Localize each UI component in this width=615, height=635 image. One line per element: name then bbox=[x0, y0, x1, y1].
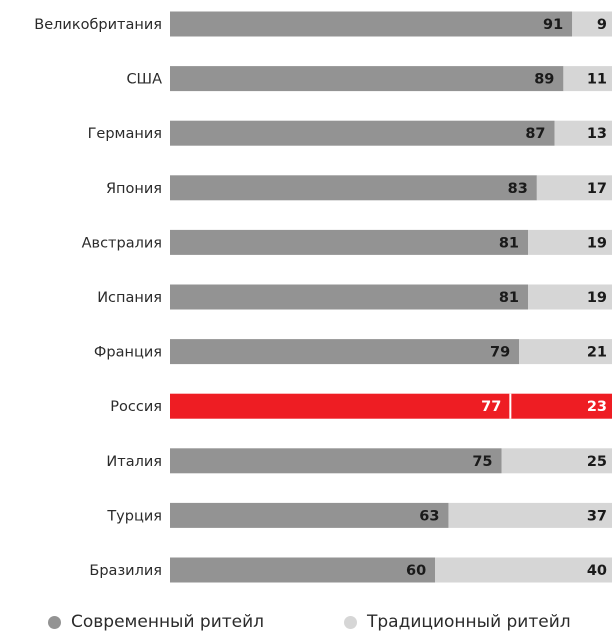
bar-modern bbox=[170, 393, 511, 419]
bar-row-10: Бразилия 60 40 bbox=[89, 557, 612, 583]
bar-modern bbox=[170, 11, 573, 37]
bar-modern bbox=[170, 284, 529, 310]
category-label: Турция bbox=[106, 508, 162, 524]
bar-traditional bbox=[554, 120, 612, 146]
category-label: Бразилия bbox=[89, 563, 162, 579]
legend-label-modern: Современный ритейл bbox=[71, 612, 265, 632]
value-label-modern: 81 bbox=[499, 290, 519, 306]
bar-modern bbox=[170, 175, 537, 201]
bar-row-4: Австралия 81 19 bbox=[82, 229, 612, 255]
bar-row-3: Япония 83 17 bbox=[106, 175, 612, 201]
category-label: Россия bbox=[110, 399, 162, 415]
value-label-modern: 91 bbox=[543, 17, 563, 33]
value-label-traditional: 40 bbox=[587, 563, 607, 579]
category-label: Германия bbox=[88, 126, 162, 142]
bar-row-0: Великобритания 91 9 bbox=[34, 11, 612, 37]
category-label: Великобритания bbox=[34, 17, 162, 33]
bar-modern bbox=[170, 557, 436, 583]
bar-traditional bbox=[572, 11, 612, 37]
bar-traditional bbox=[510, 393, 612, 419]
bar-row-2: Германия 87 13 bbox=[88, 120, 612, 146]
value-label-modern: 89 bbox=[534, 72, 554, 88]
value-label-modern: 79 bbox=[490, 345, 510, 361]
value-label-traditional: 19 bbox=[587, 235, 607, 251]
category-label: Италия bbox=[106, 454, 162, 470]
bar-separator bbox=[509, 393, 512, 419]
bar-row-5: Испания 81 19 bbox=[97, 284, 612, 310]
category-label: Испания bbox=[97, 290, 162, 306]
bar-traditional bbox=[563, 66, 612, 92]
legend-dot-modern-icon bbox=[48, 615, 61, 629]
bar-row-8: Италия 75 25 bbox=[106, 448, 612, 474]
bar-modern bbox=[170, 66, 564, 92]
value-label-traditional: 25 bbox=[587, 454, 607, 470]
legend-label-traditional: Традиционный ритейл bbox=[367, 612, 571, 632]
bar-modern bbox=[170, 229, 529, 255]
value-label-traditional: 9 bbox=[597, 17, 607, 33]
bar-modern bbox=[170, 120, 555, 146]
bar-traditional bbox=[536, 175, 612, 201]
legend-item-modern: Современный ритейл bbox=[48, 612, 264, 632]
category-label: Япония bbox=[106, 181, 162, 197]
value-label-modern: 81 bbox=[499, 235, 519, 251]
category-label: США bbox=[126, 72, 162, 88]
bar-modern bbox=[170, 339, 520, 365]
bar-row-9: Турция 63 37 bbox=[106, 502, 612, 528]
bar-modern bbox=[170, 502, 449, 528]
value-label-traditional: 21 bbox=[587, 345, 607, 361]
value-label-modern: 75 bbox=[472, 454, 492, 470]
category-label: Австралия bbox=[82, 235, 162, 251]
bar-modern bbox=[170, 448, 502, 474]
value-label-traditional: 23 bbox=[587, 399, 607, 415]
value-label-modern: 63 bbox=[419, 508, 439, 524]
bar-row-7: Россия 77 23 bbox=[110, 393, 612, 419]
value-label-traditional: 11 bbox=[587, 72, 607, 88]
bar-traditional bbox=[528, 284, 612, 310]
bar-traditional bbox=[435, 557, 612, 583]
value-label-modern: 60 bbox=[406, 563, 426, 579]
value-label-modern: 87 bbox=[525, 126, 545, 142]
bar-row-1: США 89 11 bbox=[126, 66, 612, 92]
bar-traditional bbox=[501, 448, 612, 474]
bar-row-6: Франция 79 21 bbox=[94, 339, 612, 365]
value-label-modern: 77 bbox=[481, 399, 501, 415]
value-label-traditional: 17 bbox=[587, 181, 607, 197]
category-label: Франция bbox=[94, 345, 162, 361]
legend-item-traditional: Традиционный ритейл bbox=[344, 612, 571, 632]
value-label-modern: 83 bbox=[508, 181, 528, 197]
value-label-traditional: 37 bbox=[587, 508, 607, 524]
value-label-traditional: 19 bbox=[587, 290, 607, 306]
bar-traditional bbox=[448, 502, 612, 528]
value-label-traditional: 13 bbox=[587, 126, 607, 142]
legend: Современный ритейл Традиционный ритейл bbox=[0, 612, 615, 634]
bar-traditional bbox=[519, 339, 612, 365]
legend-dot-traditional-icon bbox=[344, 615, 357, 629]
bar-traditional bbox=[528, 229, 612, 255]
